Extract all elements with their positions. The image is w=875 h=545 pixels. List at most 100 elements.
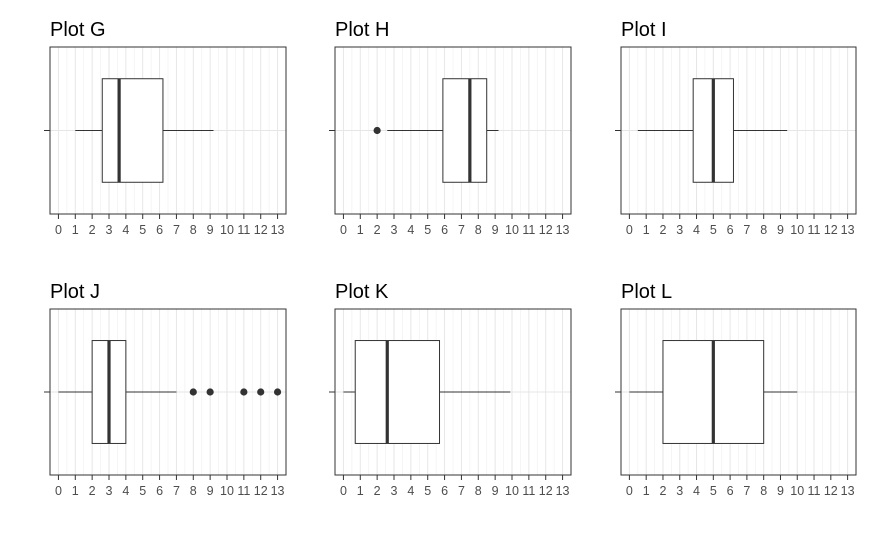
outlier-point	[206, 388, 214, 396]
x-tick-label: 4	[407, 484, 414, 498]
x-tick-label: 3	[106, 484, 113, 498]
panel-title: Plot H	[335, 19, 389, 41]
x-tick-label: 3	[676, 484, 683, 498]
x-tick-label: 10	[505, 484, 519, 498]
panel-title: Plot J	[50, 281, 100, 303]
x-tick-label: 0	[55, 223, 62, 237]
x-tick-label: 2	[89, 484, 96, 498]
x-tick-label: 13	[556, 223, 570, 237]
x-tick-label: 1	[643, 484, 650, 498]
x-tick-label: 13	[556, 484, 570, 498]
x-tick-label: 6	[441, 223, 448, 237]
x-tick-label: 13	[271, 223, 285, 237]
x-tick-label: 8	[190, 484, 197, 498]
x-tick-label: 4	[693, 484, 700, 498]
outlier-point	[240, 388, 248, 396]
x-tick-label: 4	[407, 223, 414, 237]
box-iqr	[354, 340, 441, 444]
x-tick-label: 4	[122, 223, 129, 237]
x-tick-label: 10	[790, 484, 804, 498]
x-tick-label: 9	[777, 484, 784, 498]
x-tick-label: 8	[760, 223, 767, 237]
x-tick-label: 12	[254, 484, 268, 498]
panel-title: Plot L	[621, 281, 672, 303]
x-tick-label: 13	[271, 484, 285, 498]
x-tick-label: 7	[743, 484, 750, 498]
x-tick-label: 2	[89, 223, 96, 237]
x-tick-label: 11	[808, 484, 821, 498]
x-tick-label: 9	[207, 223, 214, 237]
x-tick-label: 6	[441, 484, 448, 498]
box-iqr	[101, 78, 164, 183]
x-tick-label: 7	[173, 484, 180, 498]
x-tick-label: 10	[220, 484, 234, 498]
x-tick-label: 1	[357, 484, 364, 498]
x-tick-label: 13	[841, 484, 855, 498]
x-tick-label: 1	[72, 484, 79, 498]
x-tick-label: 11	[522, 223, 535, 237]
x-tick-label: 0	[626, 223, 633, 237]
x-tick-label: 8	[760, 484, 767, 498]
x-tick-label: 0	[340, 484, 347, 498]
x-tick-label: 7	[458, 484, 465, 498]
panel-title: Plot I	[621, 19, 667, 41]
x-tick-label: 10	[220, 223, 234, 237]
x-tick-label: 3	[106, 223, 113, 237]
x-tick-label: 1	[643, 223, 650, 237]
panel-title: Plot K	[335, 281, 389, 303]
x-tick-label: 6	[727, 484, 734, 498]
panel-title: Plot G	[50, 19, 106, 41]
x-tick-label: 5	[710, 223, 717, 237]
x-tick-label: 5	[139, 484, 146, 498]
x-tick-label: 2	[659, 484, 666, 498]
x-tick-label: 12	[539, 484, 553, 498]
x-tick-label: 5	[139, 223, 146, 237]
outlier-point	[373, 126, 381, 135]
x-tick-label: 6	[156, 484, 163, 498]
chart-panel: Plot G0 1 2 3 4 5 6 7 8 9 10 11 12 13	[44, 19, 287, 237]
x-tick-label: 7	[173, 223, 180, 237]
x-tick-label: 7	[458, 223, 465, 237]
x-tick-label: 3	[391, 223, 398, 237]
x-tick-label: 3	[676, 223, 683, 237]
x-tick-label: 1	[357, 223, 364, 237]
x-tick-label: 5	[710, 484, 717, 498]
chart-panel: Plot L0 1 2 3 4 5 6 7 8 9 10 11 12 13	[615, 281, 857, 498]
outlier-point	[257, 388, 265, 396]
x-tick-label: 9	[492, 484, 499, 498]
outlier-point	[189, 388, 197, 396]
x-tick-label: 5	[424, 484, 431, 498]
x-tick-label: 1	[72, 223, 79, 237]
x-tick-label: 10	[790, 223, 804, 237]
x-tick-label: 12	[824, 484, 838, 498]
x-tick-label: 11	[237, 484, 250, 498]
x-tick-label: 0	[626, 484, 633, 498]
x-tick-label: 6	[727, 223, 734, 237]
x-tick-label: 4	[122, 484, 129, 498]
x-tick-label: 3	[391, 484, 398, 498]
chart-panel: Plot K0 1 2 3 4 5 6 7 8 9 10 11 12 13	[329, 281, 572, 498]
chart-panel: Plot I0 1 2 3 4 5 6 7 8 9 10 11 12 13	[615, 19, 857, 237]
x-tick-label: 8	[475, 484, 482, 498]
x-tick-label: 10	[505, 223, 519, 237]
x-tick-label: 5	[424, 223, 431, 237]
x-tick-label: 0	[55, 484, 62, 498]
x-tick-label: 12	[254, 223, 268, 237]
x-tick-label: 0	[340, 223, 347, 237]
x-tick-label: 7	[743, 223, 750, 237]
x-tick-label: 11	[522, 484, 535, 498]
x-tick-label: 9	[207, 484, 214, 498]
x-tick-label: 12	[824, 223, 838, 237]
x-tick-label: 8	[190, 223, 197, 237]
chart-panel: Plot H0 1 2 3 4 5 6 7 8 9 10 11 12 13	[329, 19, 572, 237]
x-tick-label: 13	[841, 223, 855, 237]
x-tick-label: 8	[475, 223, 482, 237]
x-tick-label: 9	[777, 223, 784, 237]
chart-panel: Plot J0 1 2 3 4 5 6 7 8 9 10 11 12 13	[44, 281, 287, 498]
box-iqr	[442, 78, 488, 183]
x-tick-label: 2	[374, 223, 381, 237]
x-tick-label: 11	[237, 223, 250, 237]
x-tick-label: 2	[659, 223, 666, 237]
